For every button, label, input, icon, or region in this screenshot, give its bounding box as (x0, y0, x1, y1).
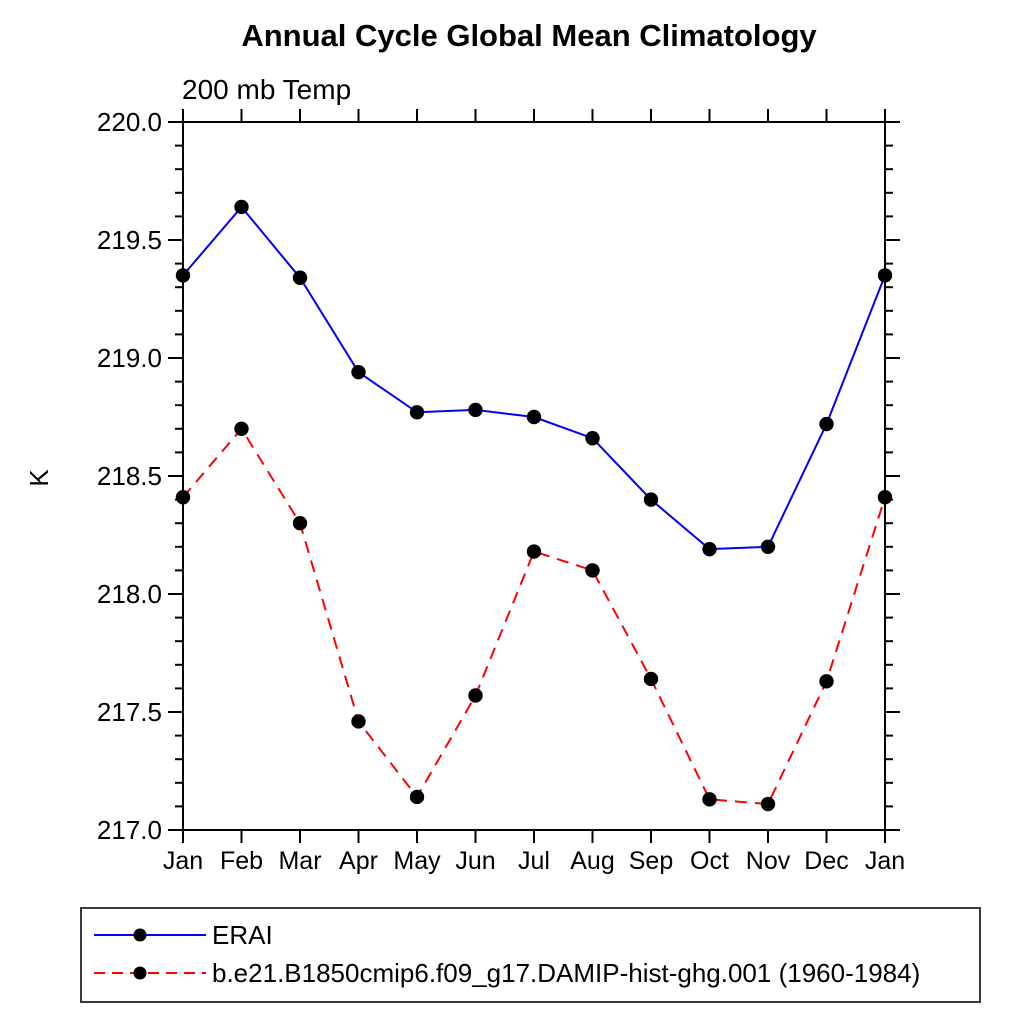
data-point (819, 416, 834, 432)
data-point (760, 796, 776, 812)
data-point (760, 539, 776, 554)
data-point (409, 405, 425, 420)
data-point (702, 541, 717, 557)
x-tick-label: Dec (804, 847, 848, 875)
data-point (234, 421, 249, 436)
series-line-1 (182, 427, 886, 806)
data-point (351, 364, 366, 380)
y-tick-label: 218.5 (97, 461, 162, 491)
chart-title: Annual Cycle Global Mean Climatology (241, 18, 817, 53)
x-tick-label: Feb (220, 847, 263, 875)
data-point (351, 714, 366, 729)
legend-marker-model (133, 966, 147, 980)
series-line-0 (182, 205, 886, 551)
legend-border (80, 907, 981, 1003)
y-tick-label: 219.0 (97, 343, 162, 373)
chart-subtitle: 200 mb Temp (182, 74, 351, 105)
data-point (819, 674, 834, 689)
axes: 217.0 217.5 218.0 218.5 219.0 219.5 220.0 Jan Fe… (97, 107, 905, 875)
data-point (468, 688, 483, 703)
legend-marker-erai (133, 928, 147, 942)
data-point (526, 409, 542, 425)
y-axis-label: K (24, 469, 54, 487)
legend-box: ERAI b.e21.B1850cmip6.f09_g17.DAMIP-hist… (80, 907, 981, 1003)
y-tick-label: 219.5 (97, 225, 162, 255)
data-series (175, 199, 893, 812)
data-point (234, 199, 249, 215)
data-point (292, 270, 308, 285)
data-point (643, 492, 659, 507)
data-point (468, 402, 483, 418)
x-tick-label: Sep (629, 847, 673, 875)
plot-frame (182, 121, 886, 831)
x-tick-label: Apr (339, 847, 378, 875)
data-point (643, 671, 659, 687)
data-point (877, 268, 893, 283)
data-point (175, 268, 191, 283)
y-tick-label: 217.5 (97, 697, 162, 727)
x-tick-label: Jan (163, 847, 203, 875)
data-point (585, 431, 600, 446)
data-point (526, 544, 542, 559)
x-tick-label: Aug (570, 847, 614, 875)
data-point (585, 563, 600, 578)
data-point (175, 490, 191, 505)
x-tick-label: Nov (746, 847, 791, 875)
x-tick-label: Mar (278, 847, 321, 875)
x-tick-label: May (393, 847, 441, 875)
x-tick-label: Jan (865, 847, 905, 875)
x-tick-label: Jun (455, 847, 495, 875)
data-point (702, 792, 717, 807)
y-tick-label: 218.0 (97, 579, 162, 609)
legend-label-erai: ERAI (212, 920, 273, 950)
legend-label-model: b.e21.B1850cmip6.f09_g17.DAMIP-hist-ghg.… (212, 958, 920, 988)
x-tick-label: Oct (690, 847, 729, 875)
data-point (877, 490, 893, 505)
data-point (409, 789, 425, 805)
data-point (292, 516, 308, 531)
y-tick-label: 217.0 (97, 815, 162, 845)
x-tick-label: Jul (518, 847, 550, 875)
y-tick-label: 220.0 (97, 107, 162, 137)
